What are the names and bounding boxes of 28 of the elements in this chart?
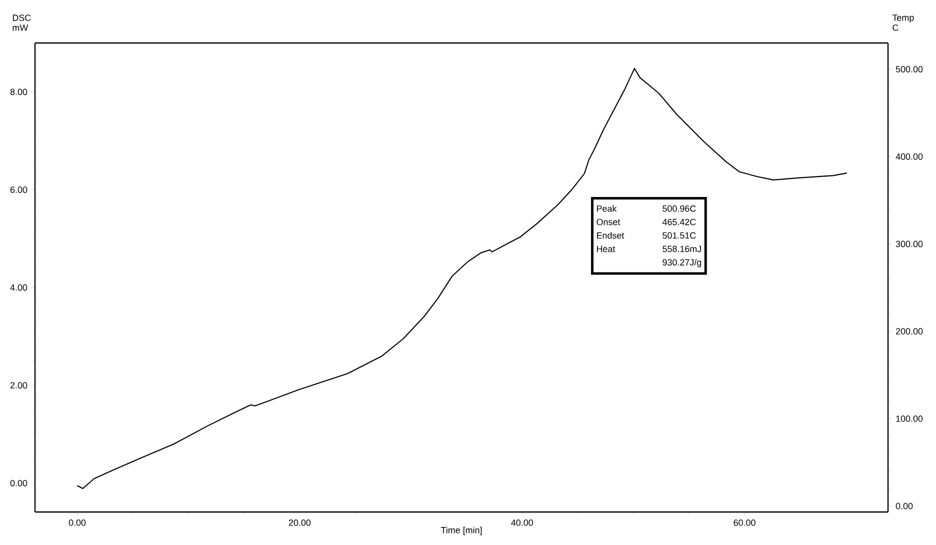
annotation: Endset (596, 232, 624, 239)
y2-tick-label: 0.00 (896, 502, 913, 510)
annotation: 500.96C (662, 205, 696, 212)
y2-tick-label: 300.00 (896, 240, 923, 248)
annotation: 930.27J/g (662, 258, 702, 268)
y-tick-label: 0.00 (10, 480, 28, 486)
y2-axis-title: Temp C (892, 14, 914, 31)
annotation: 465.42C (662, 218, 696, 226)
annotation: Onset (596, 218, 620, 226)
y-tick-label: 4.00 (10, 284, 28, 291)
annotation: Peak (596, 205, 617, 212)
y2-tick-label: 500.00 (896, 66, 923, 72)
y-tick-label: 2.00 (10, 382, 28, 389)
x-axis-title: Time [min] (440, 526, 482, 536)
x-tick-label: 40.00 (511, 520, 533, 526)
y-axis-title: DSC mW (12, 14, 31, 31)
annotation: 501.51C (662, 232, 696, 239)
x-tick-label: 0.00 (68, 520, 86, 526)
y2-tick-label: 200.00 (896, 328, 923, 334)
x-tick-label: 20.00 (288, 520, 311, 526)
y-tick-label: 8.00 (10, 88, 28, 96)
y-tick-label: 6.00 (10, 186, 28, 193)
y2-tick-label: 100.00 (896, 416, 923, 422)
annotation: 558.16mJ (662, 246, 701, 252)
x-tick-label: 60.00 (734, 520, 756, 526)
y2-tick-label: 400.00 (896, 153, 923, 160)
line-series (76, 68, 848, 490)
annotation: Heat (596, 246, 616, 252)
